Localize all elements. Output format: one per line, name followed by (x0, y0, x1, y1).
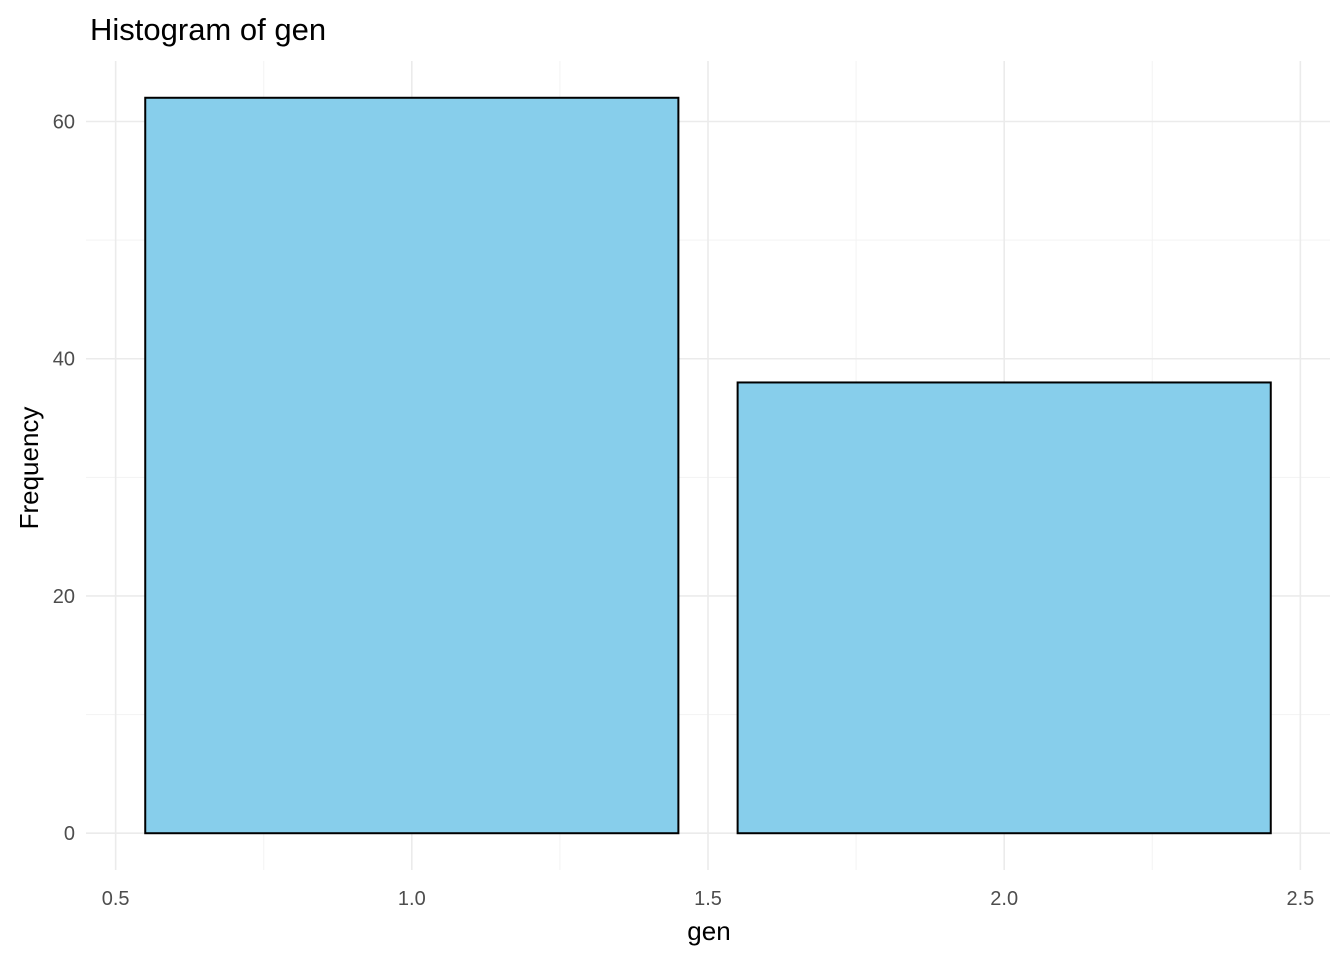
histogram-bar-2 (736, 381, 1272, 835)
x-axis-tick-labels: 0.5 1.0 1.5 2.0 2.5 (102, 888, 1315, 910)
x-tick-label: 1.5 (694, 888, 722, 910)
y-axis-title: Frequency (14, 407, 44, 530)
x-tick-label: 0.5 (102, 888, 130, 910)
histogram-bar-1 (144, 96, 680, 835)
x-tick-label: 2.5 (1286, 888, 1314, 910)
chart-title: Histogram of gen (90, 12, 326, 47)
bars (144, 96, 1272, 835)
y-axis-tick-labels: 0 20 40 60 (53, 111, 75, 845)
x-tick-label: 1.0 (398, 888, 426, 910)
y-tick-label: 40 (53, 349, 75, 371)
y-tick-label: 60 (53, 111, 75, 133)
x-tick-label: 2.0 (990, 888, 1018, 910)
y-tick-label: 20 (53, 586, 75, 608)
x-axis-title: gen (687, 916, 730, 946)
y-tick-label: 0 (64, 823, 75, 845)
